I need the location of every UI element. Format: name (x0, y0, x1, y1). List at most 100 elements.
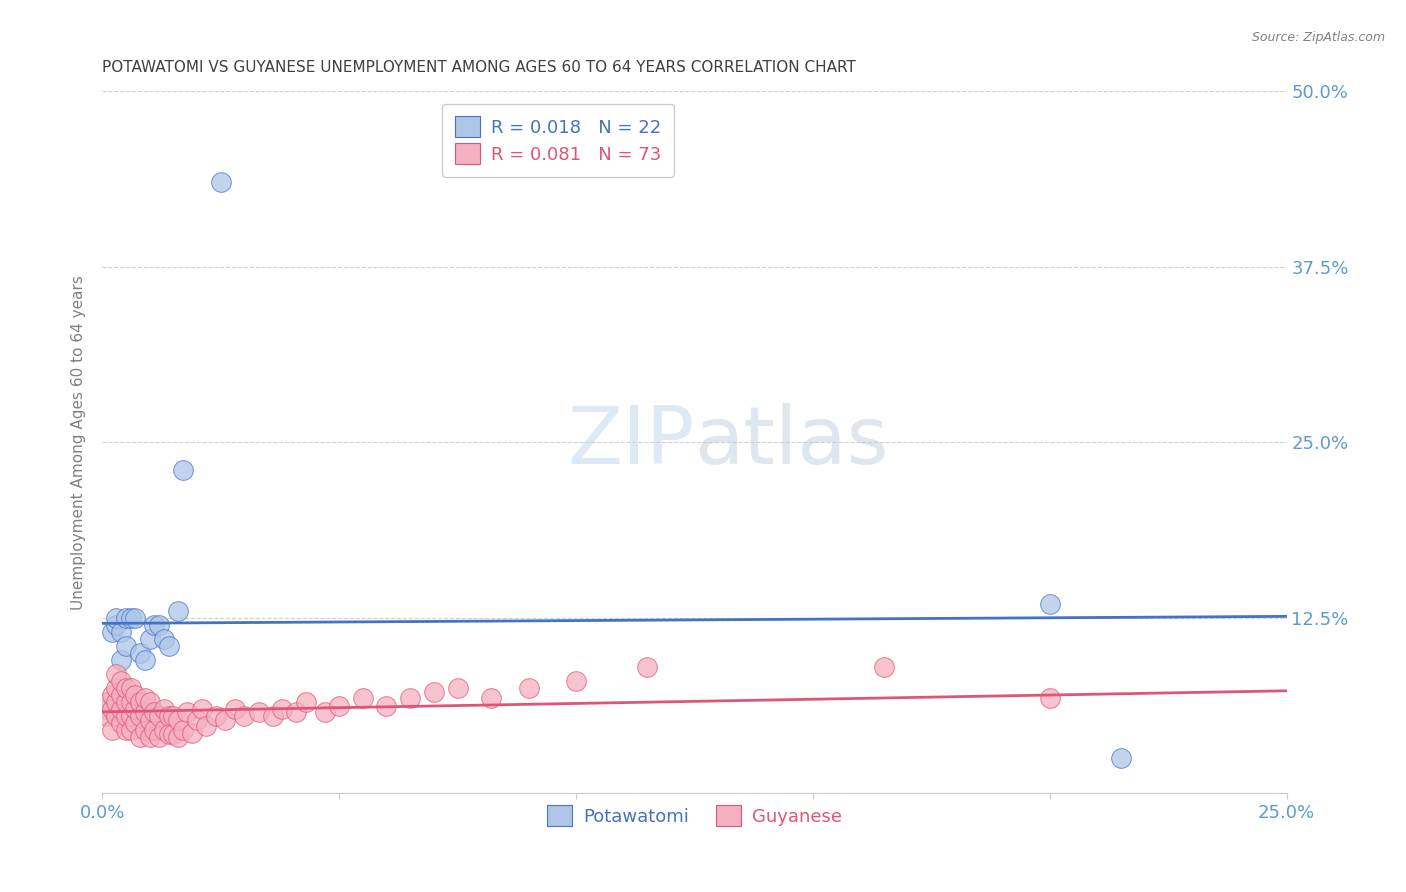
Point (1039, 597, 1062, 611)
Point (110, 624, 132, 639)
Point (100, 688, 122, 702)
Point (1109, 751, 1132, 765)
Point (157, 727, 180, 741)
Point (167, 714, 190, 728)
Point (120, 681, 142, 695)
Point (105, 667, 128, 681)
Point (120, 723, 142, 738)
Point (138, 730, 160, 744)
Point (186, 714, 208, 728)
Point (129, 709, 152, 723)
Point (134, 690, 156, 705)
Point (565, 673, 588, 688)
Point (134, 653, 156, 667)
Point (96, 709, 118, 723)
Point (120, 709, 142, 723)
Point (115, 639, 138, 653)
Point (153, 632, 176, 646)
Point (115, 695, 138, 709)
Point (423, 685, 446, 699)
Point (124, 611, 146, 625)
Point (129, 695, 152, 709)
Point (157, 639, 180, 653)
Point (120, 695, 142, 709)
Point (110, 688, 132, 702)
Point (295, 695, 318, 709)
Point (224, 702, 246, 716)
Point (285, 705, 308, 719)
Point (1039, 690, 1062, 705)
Point (162, 709, 184, 723)
Point (105, 709, 128, 723)
Point (446, 681, 468, 695)
Point (162, 727, 184, 741)
Point (262, 709, 284, 723)
Point (100, 723, 122, 738)
Point (636, 660, 658, 674)
Point (181, 726, 204, 740)
Point (233, 709, 256, 723)
Text: atlas: atlas (695, 403, 889, 481)
Point (214, 714, 236, 728)
Point (120, 611, 142, 625)
Point (190, 702, 212, 716)
Point (105, 611, 128, 625)
Text: Source: ZipAtlas.com: Source: ZipAtlas.com (1251, 31, 1385, 45)
Point (148, 730, 170, 744)
Point (110, 716, 132, 731)
Point (110, 702, 132, 716)
Point (328, 699, 350, 714)
Point (247, 705, 270, 719)
Point (138, 714, 160, 728)
Point (105, 681, 128, 695)
Point (100, 624, 122, 639)
Point (314, 705, 336, 719)
Point (138, 632, 160, 646)
Point (157, 709, 180, 723)
Point (110, 673, 132, 688)
Point (96, 702, 118, 716)
Point (873, 660, 896, 674)
Point (153, 723, 176, 738)
Point (517, 681, 540, 695)
Point (115, 709, 138, 723)
Point (138, 695, 160, 709)
Point (134, 705, 156, 719)
Point (110, 653, 132, 667)
Point (143, 705, 166, 719)
Point (375, 699, 398, 714)
Point (352, 690, 374, 705)
Point (143, 617, 166, 632)
Y-axis label: Unemployment Among Ages 60 to 64 years: Unemployment Among Ages 60 to 64 years (72, 275, 86, 609)
Point (176, 705, 198, 719)
Point (479, 690, 502, 705)
Point (105, 617, 128, 632)
Point (115, 723, 138, 738)
Point (205, 709, 228, 723)
Point (100, 702, 122, 716)
Point (124, 716, 146, 731)
Text: ZIP: ZIP (567, 403, 695, 481)
Point (209, 175, 232, 189)
Point (115, 681, 138, 695)
Point (105, 695, 128, 709)
Point (129, 646, 152, 660)
Point (134, 723, 156, 738)
Text: POTAWATOMI VS GUYANESE UNEMPLOYMENT AMONG AGES 60 TO 64 YEARS CORRELATION CHART: POTAWATOMI VS GUYANESE UNEMPLOYMENT AMON… (103, 60, 856, 75)
Point (172, 463, 194, 477)
Point (195, 719, 218, 733)
Point (148, 709, 170, 723)
Point (399, 690, 422, 705)
Point (124, 702, 146, 716)
Legend: Potawatomi, Guyanese: Potawatomi, Guyanese (540, 798, 849, 833)
Point (96, 695, 118, 709)
Point (129, 730, 152, 744)
Point (148, 617, 170, 632)
Point (172, 723, 194, 738)
Point (124, 688, 146, 702)
Point (153, 702, 176, 716)
Point (115, 611, 138, 625)
Point (167, 730, 190, 744)
Point (271, 702, 294, 716)
Point (143, 723, 166, 738)
